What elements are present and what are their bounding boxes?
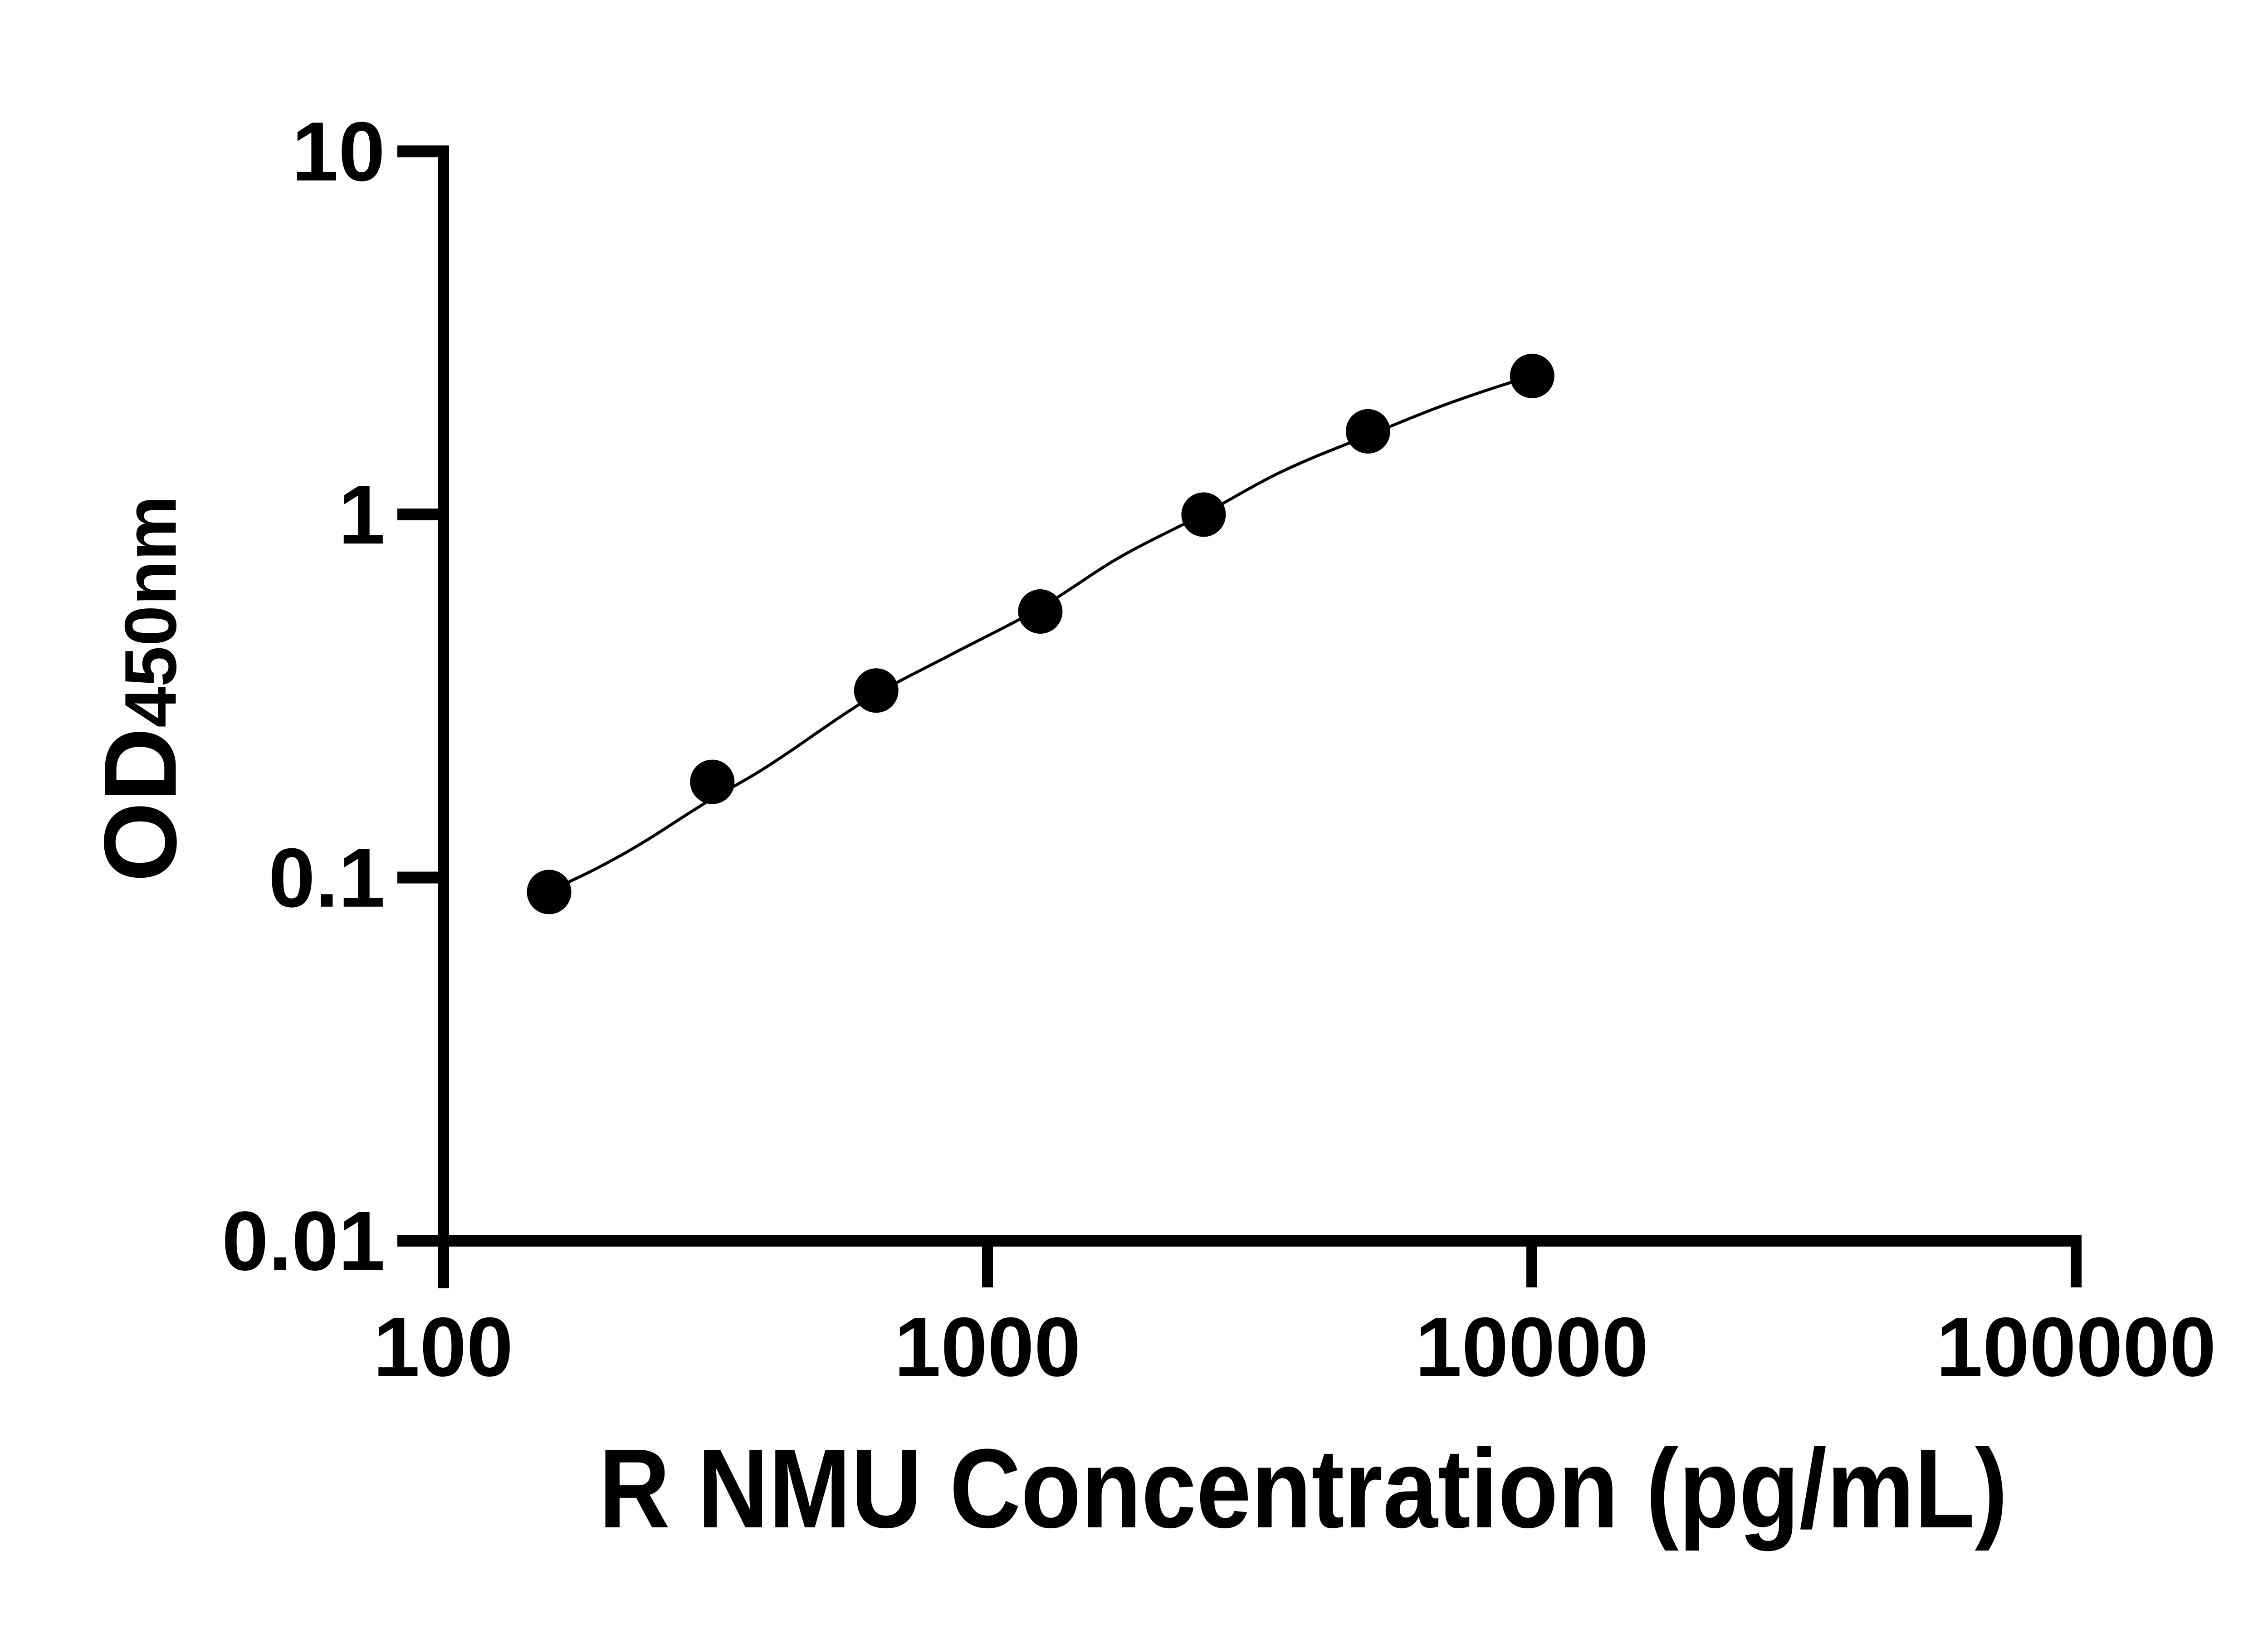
svg-text:1: 1 bbox=[338, 468, 385, 562]
svg-text:0.1: 0.1 bbox=[269, 832, 385, 925]
svg-text:0.01: 0.01 bbox=[222, 1194, 385, 1288]
svg-text:100: 100 bbox=[373, 1301, 513, 1394]
svg-text:R NMU Concentration (pg/mL): R NMU Concentration (pg/mL) bbox=[599, 1425, 2008, 1551]
svg-text:1000: 1000 bbox=[894, 1301, 1081, 1394]
svg-text:10000: 10000 bbox=[1415, 1301, 1648, 1394]
svg-text:100000: 100000 bbox=[1936, 1301, 2216, 1394]
svg-text:10: 10 bbox=[292, 105, 385, 199]
